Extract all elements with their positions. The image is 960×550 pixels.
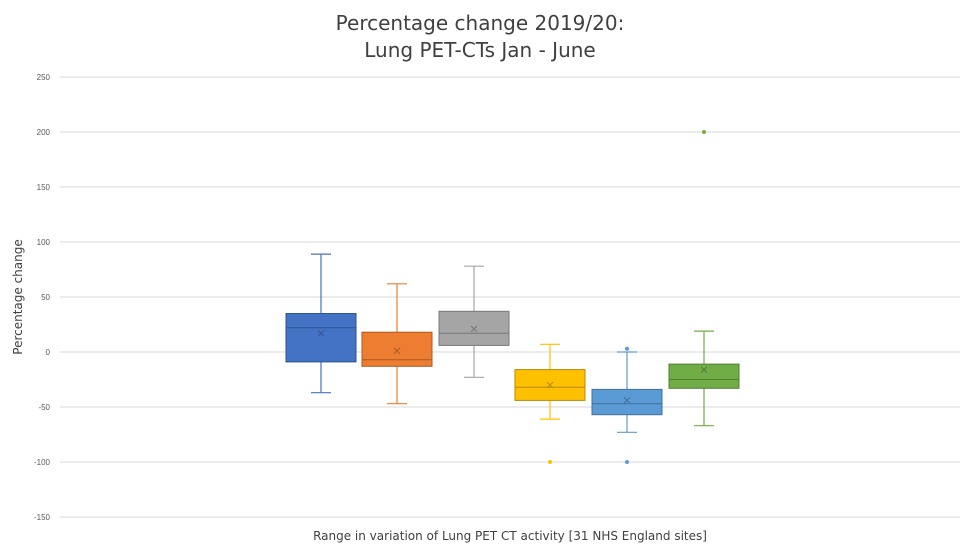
y-tick-label: 50 bbox=[41, 293, 50, 302]
y-tick-label: 0 bbox=[46, 348, 51, 357]
y-tick-label: -150 bbox=[34, 513, 51, 522]
outlier-point bbox=[702, 130, 706, 134]
box-series-5 bbox=[591, 346, 663, 464]
y-axis-ticks: -150 -100 -50 0 50 100 150 200 250 bbox=[34, 73, 51, 522]
y-tick-label: 150 bbox=[37, 183, 51, 192]
outlier-point bbox=[625, 460, 629, 464]
y-axis-title: Percentage change bbox=[11, 239, 25, 354]
outlier-point bbox=[625, 346, 629, 351]
mean-marker bbox=[317, 329, 325, 337]
x-axis-title: Range in variation of Lung PET CT activi… bbox=[313, 529, 707, 543]
iqr-box bbox=[591, 388, 663, 416]
mean-marker bbox=[470, 325, 478, 333]
box-series-2 bbox=[361, 283, 433, 405]
iqr-box bbox=[361, 331, 433, 367]
box-plots bbox=[285, 130, 740, 464]
chart-title: Percentage change 2019/20: Lung PET-CTs … bbox=[0, 10, 960, 64]
box-series-6 bbox=[668, 130, 740, 427]
box-series-4 bbox=[514, 343, 586, 464]
mean-marker bbox=[393, 347, 401, 355]
y-tick-label: -50 bbox=[38, 403, 50, 412]
box-series-1 bbox=[285, 253, 357, 394]
y-tick-label: 100 bbox=[37, 238, 51, 247]
mean-marker bbox=[623, 397, 631, 404]
outlier-point bbox=[548, 460, 552, 464]
mean-marker bbox=[546, 381, 554, 389]
y-tick-label: -100 bbox=[34, 458, 51, 467]
gridlines bbox=[60, 76, 960, 518]
iqr-box bbox=[285, 313, 357, 363]
chart-title-line-1: Percentage change 2019/20: bbox=[335, 11, 625, 35]
iqr-box bbox=[668, 363, 740, 389]
box-series-3 bbox=[438, 265, 510, 378]
mean-marker bbox=[700, 366, 708, 373]
y-tick-label: 200 bbox=[37, 128, 51, 137]
chart-title-line-2: Lung PET-CTs Jan - June bbox=[364, 38, 596, 62]
y-tick-label: 250 bbox=[37, 73, 51, 82]
